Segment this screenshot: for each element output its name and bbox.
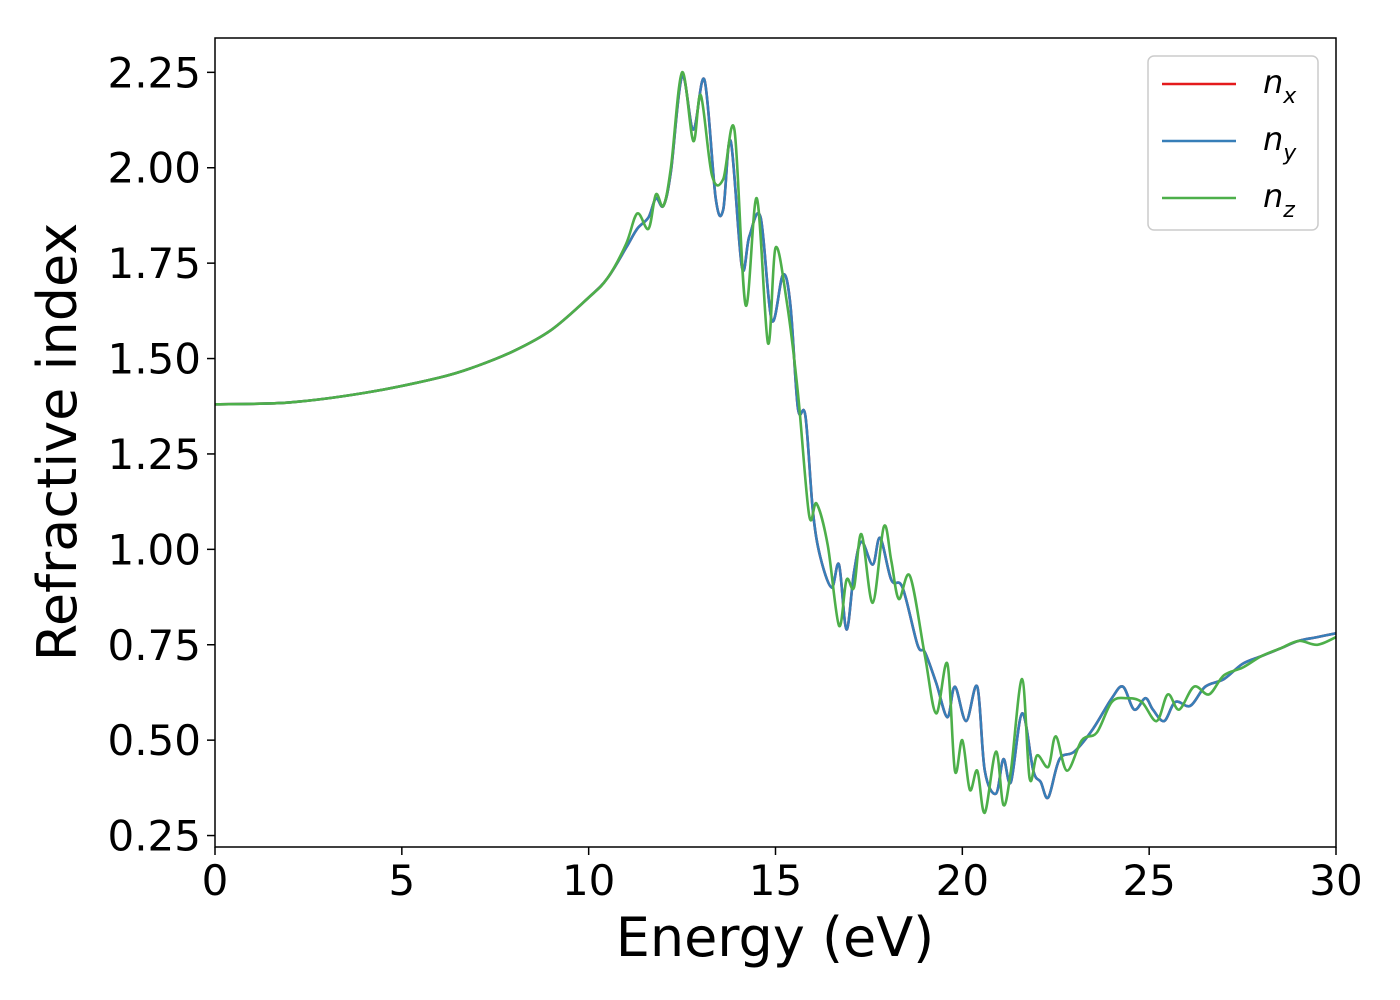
- series-line-nz: [215, 70, 1336, 815]
- x-tick-label: 5: [388, 856, 415, 905]
- y-axis-ticks: 0.25 0.50 0.75 1.00 1.25 1.50 1.75 2.00 2.25: [107, 48, 215, 861]
- y-tick-label: 1.25: [107, 430, 201, 479]
- y-tick-label: 1.50: [107, 335, 201, 384]
- y-tick-label: 2.25: [107, 48, 201, 97]
- y-tick-label: 0.25: [107, 812, 201, 861]
- legend-box: [1147, 55, 1319, 231]
- x-axis-title: Energy (eV): [616, 906, 935, 969]
- x-tick-label: 0: [202, 856, 229, 905]
- y-tick-label: 0.50: [107, 716, 201, 765]
- y-axis-title: Refractive index: [26, 223, 89, 662]
- y-tick-label: 2.00: [107, 144, 201, 193]
- series-layer: [215, 70, 1336, 815]
- x-tick-label: 20: [936, 856, 989, 905]
- y-tick-label: 0.75: [107, 621, 201, 670]
- y-tick-label: 1.00: [107, 525, 201, 574]
- x-tick-label: 25: [1122, 856, 1175, 905]
- x-tick-label: 15: [749, 856, 802, 905]
- x-axis-ticks: 0 5 10 15 20 25 30: [202, 847, 1363, 905]
- x-tick-label: 30: [1309, 856, 1362, 905]
- y-tick-label: 1.75: [107, 239, 201, 288]
- x-tick-label: 10: [562, 856, 615, 905]
